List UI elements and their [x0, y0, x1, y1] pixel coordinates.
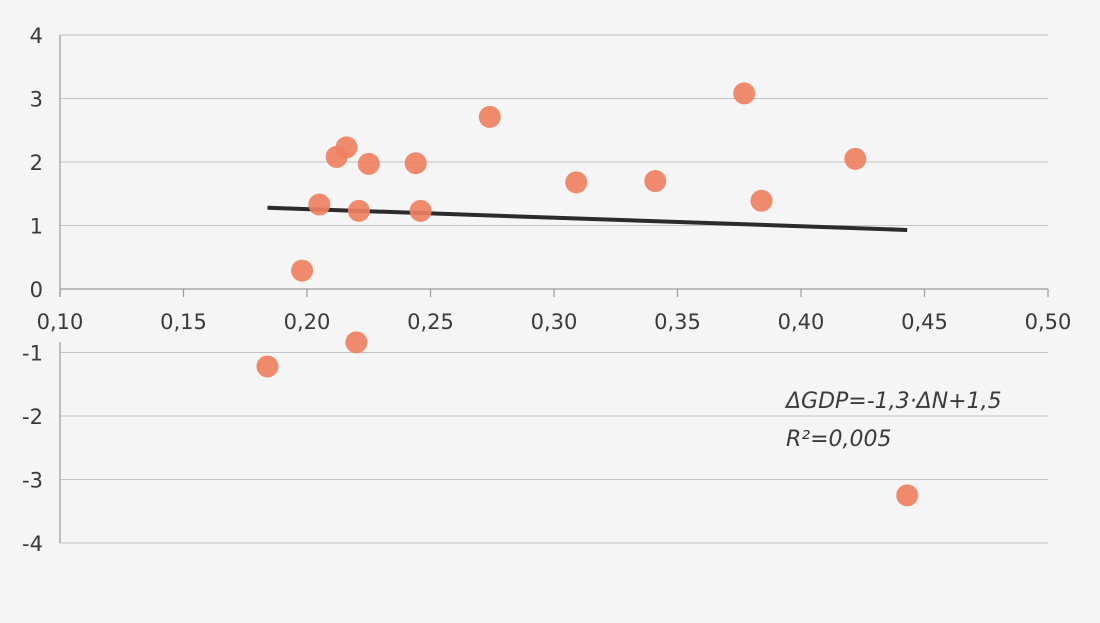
- x-tick-label: 0,15: [160, 310, 207, 334]
- y-tick-label: 4: [30, 24, 43, 48]
- x-tick-label: 0,25: [407, 310, 454, 334]
- data-point: [335, 136, 358, 159]
- y-tick-label: -4: [22, 532, 43, 556]
- data-point: [896, 484, 919, 507]
- trendline: [267, 205, 908, 232]
- data-point: [750, 189, 773, 212]
- data-point: [347, 199, 370, 222]
- r-squared-label: R²=0,005: [786, 427, 892, 452]
- y-tick-label: 0: [30, 278, 43, 302]
- data-point: [733, 82, 756, 105]
- x-tick-label: 0,10: [37, 310, 84, 334]
- data-point: [256, 355, 279, 378]
- axes: -4 -3 -2 -1 0 1 2 3 4 0,10 0,15 0,20 0,25 0,30 0,35 0,4…: [22, 24, 1071, 556]
- y-tick-label: 2: [30, 151, 43, 175]
- data-point: [565, 171, 588, 194]
- data-point: [345, 331, 368, 354]
- x-tick-label: 0,40: [778, 310, 825, 334]
- x-tick-label: 0,45: [901, 310, 948, 334]
- x-tick-label: 0,50: [1025, 310, 1072, 334]
- x-tick-label: 0,30: [531, 310, 578, 334]
- data-point: [404, 152, 427, 175]
- x-tick-label: 0,20: [284, 310, 331, 334]
- data-points: [256, 82, 919, 507]
- y-tick-label: -1: [22, 342, 43, 366]
- regression-equation: ΔGDP=-1,3·ΔN+1,5: [784, 389, 1002, 414]
- data-point: [357, 152, 380, 175]
- y-tick-label: -3: [22, 469, 43, 493]
- trendline-group: [267, 205, 908, 232]
- y-tick-label: 3: [30, 88, 43, 112]
- data-point: [478, 105, 501, 128]
- data-point: [308, 193, 331, 216]
- data-point: [291, 259, 314, 282]
- gridlines: [60, 34, 1048, 544]
- data-point: [409, 199, 432, 222]
- x-tick-label: 0,35: [654, 310, 701, 334]
- y-tick-label: -2: [22, 405, 43, 429]
- data-point: [844, 147, 867, 170]
- y-tick-label: 1: [30, 215, 43, 239]
- data-point: [644, 170, 667, 193]
